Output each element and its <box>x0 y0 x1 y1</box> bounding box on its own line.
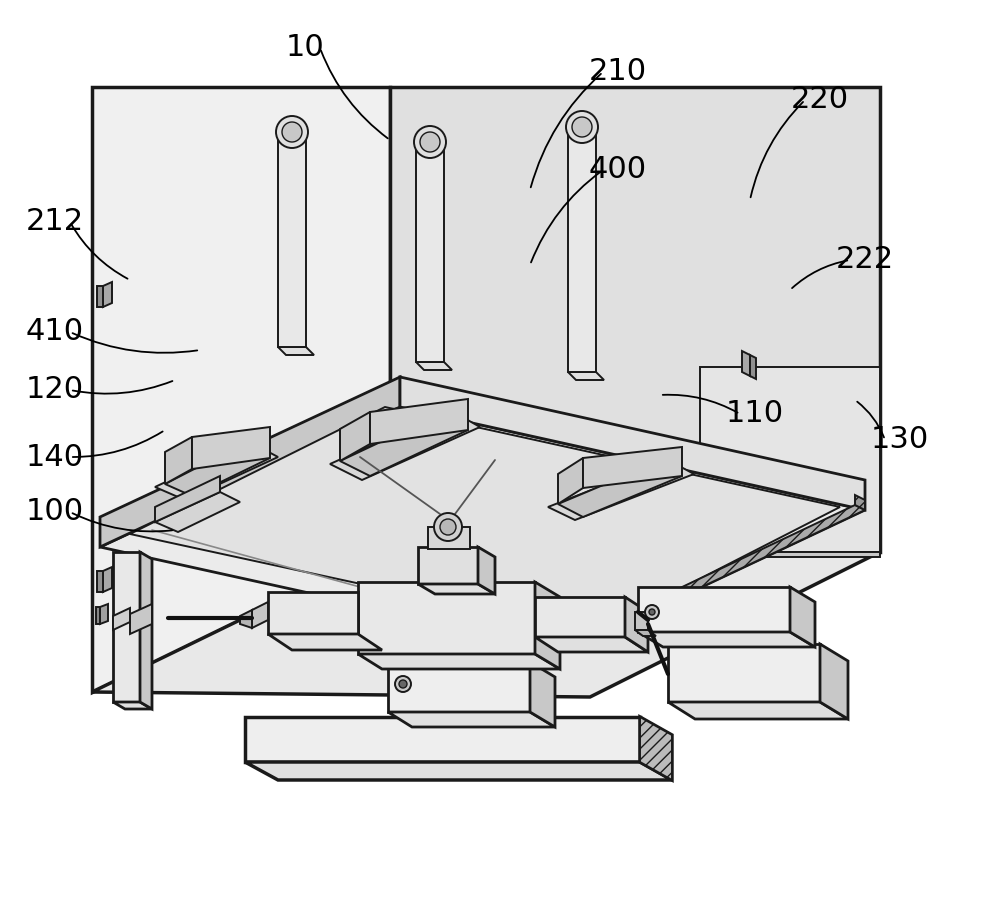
Polygon shape <box>370 399 468 444</box>
Polygon shape <box>535 637 648 652</box>
Polygon shape <box>103 567 112 592</box>
Text: 220: 220 <box>791 86 849 115</box>
Polygon shape <box>640 717 672 780</box>
Polygon shape <box>240 610 252 628</box>
Circle shape <box>414 126 446 158</box>
Polygon shape <box>130 407 840 634</box>
Polygon shape <box>92 87 390 692</box>
Polygon shape <box>635 612 648 630</box>
Polygon shape <box>165 443 270 496</box>
Polygon shape <box>165 437 192 484</box>
Polygon shape <box>478 547 495 594</box>
Polygon shape <box>635 630 656 636</box>
Polygon shape <box>700 552 880 557</box>
Polygon shape <box>100 604 108 624</box>
Text: 410: 410 <box>26 318 84 346</box>
Circle shape <box>420 132 440 152</box>
Text: 10: 10 <box>286 33 324 62</box>
Polygon shape <box>103 282 112 307</box>
Polygon shape <box>113 608 130 630</box>
Polygon shape <box>418 584 495 594</box>
Polygon shape <box>390 87 880 552</box>
Polygon shape <box>855 495 865 510</box>
Polygon shape <box>96 607 100 624</box>
Polygon shape <box>155 442 278 500</box>
Polygon shape <box>155 492 240 532</box>
Polygon shape <box>535 597 625 637</box>
Polygon shape <box>340 412 370 461</box>
Polygon shape <box>558 462 682 517</box>
Polygon shape <box>416 142 444 362</box>
Polygon shape <box>790 587 815 647</box>
Polygon shape <box>278 347 314 355</box>
Polygon shape <box>418 547 478 584</box>
Polygon shape <box>100 377 400 547</box>
Polygon shape <box>358 654 560 669</box>
Polygon shape <box>625 597 648 652</box>
Circle shape <box>399 680 407 688</box>
Polygon shape <box>252 602 268 628</box>
Polygon shape <box>428 527 470 549</box>
Text: 222: 222 <box>836 245 894 274</box>
Polygon shape <box>97 571 103 592</box>
Text: 120: 120 <box>26 375 84 404</box>
Polygon shape <box>535 582 560 669</box>
Polygon shape <box>130 604 152 634</box>
Circle shape <box>395 676 411 692</box>
Polygon shape <box>113 552 140 702</box>
Polygon shape <box>700 367 880 552</box>
Polygon shape <box>638 632 815 647</box>
Text: 110: 110 <box>726 400 784 428</box>
Polygon shape <box>668 702 848 719</box>
Circle shape <box>566 111 598 143</box>
Polygon shape <box>568 372 604 380</box>
Text: 400: 400 <box>589 155 647 185</box>
Polygon shape <box>388 662 530 712</box>
Polygon shape <box>245 762 672 780</box>
Polygon shape <box>278 132 306 347</box>
Polygon shape <box>750 355 756 379</box>
Polygon shape <box>330 410 480 480</box>
Polygon shape <box>113 702 152 709</box>
Polygon shape <box>340 414 468 476</box>
Text: 212: 212 <box>26 207 84 236</box>
Polygon shape <box>568 127 596 372</box>
Polygon shape <box>416 362 452 370</box>
Polygon shape <box>530 662 555 727</box>
Polygon shape <box>820 644 848 719</box>
Polygon shape <box>558 458 583 504</box>
Circle shape <box>572 117 592 137</box>
Polygon shape <box>742 351 750 376</box>
Circle shape <box>440 519 456 535</box>
Polygon shape <box>268 592 358 634</box>
Polygon shape <box>548 460 694 520</box>
Polygon shape <box>92 547 880 697</box>
Circle shape <box>282 122 302 142</box>
Polygon shape <box>638 587 790 632</box>
Polygon shape <box>400 377 865 510</box>
Circle shape <box>434 513 462 541</box>
Polygon shape <box>245 717 640 762</box>
Polygon shape <box>668 644 820 702</box>
Circle shape <box>649 609 655 615</box>
Polygon shape <box>100 407 865 650</box>
Polygon shape <box>192 427 270 469</box>
Polygon shape <box>390 537 880 548</box>
Polygon shape <box>268 634 382 650</box>
Polygon shape <box>97 286 103 307</box>
Polygon shape <box>140 552 152 709</box>
Text: 100: 100 <box>26 498 84 527</box>
Polygon shape <box>562 505 865 650</box>
Polygon shape <box>640 717 672 780</box>
Circle shape <box>276 116 308 148</box>
Text: 130: 130 <box>871 426 929 455</box>
Polygon shape <box>155 476 220 522</box>
Circle shape <box>645 605 659 619</box>
Polygon shape <box>358 582 535 654</box>
Text: 210: 210 <box>589 58 647 87</box>
Polygon shape <box>388 712 555 727</box>
Text: 140: 140 <box>26 443 84 472</box>
Polygon shape <box>583 447 682 488</box>
